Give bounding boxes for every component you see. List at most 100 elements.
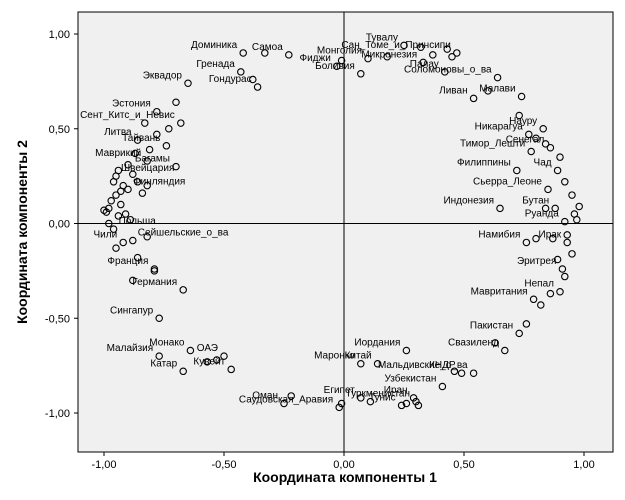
data-point xyxy=(546,143,555,152)
point-label: Кувейт xyxy=(193,356,225,367)
point-label: Соломоновы_о_ва xyxy=(404,65,492,76)
point-label: Индонезия xyxy=(443,195,494,206)
data-point xyxy=(280,399,288,408)
data-point xyxy=(541,204,550,213)
data-point xyxy=(429,51,437,59)
y-axis-title: Координата компоненты 2 xyxy=(14,140,30,324)
data-point xyxy=(484,87,492,95)
data-point xyxy=(450,367,459,376)
x-axis-ticks: -1,00 -0,50 0,00 0,50 1,00 xyxy=(91,452,595,471)
data-point xyxy=(155,352,163,360)
data-point xyxy=(513,166,521,175)
data-point xyxy=(186,346,195,355)
point-label: КНДР xyxy=(429,360,456,371)
data-point xyxy=(419,58,427,67)
point-label: Финляндия xyxy=(133,176,185,187)
point-label: Монако xyxy=(149,337,185,348)
data-point xyxy=(133,136,142,144)
data-point xyxy=(184,79,192,88)
data-point xyxy=(414,401,423,410)
point-label: Непал xyxy=(524,279,554,290)
data-point xyxy=(544,185,552,194)
data-point xyxy=(539,125,547,133)
point-label: Чад xyxy=(534,157,552,168)
point-label: Сенегал xyxy=(506,135,545,146)
data-point xyxy=(441,68,449,76)
point-label: Иран xyxy=(384,385,408,396)
data-point xyxy=(491,339,499,347)
data-point xyxy=(143,181,151,190)
data-point xyxy=(124,185,132,194)
y-axis-ticks: 1,00 0,50 0,00 -0,50 -1,00 xyxy=(45,29,78,420)
data-point xyxy=(563,231,571,239)
point-label: Доминика xyxy=(191,40,238,51)
point-label: Руанда xyxy=(525,209,559,220)
point-label: Египет xyxy=(324,385,356,396)
data-point xyxy=(155,314,163,322)
point-label: Саудовская_Аравия xyxy=(239,394,333,405)
data-point xyxy=(172,162,180,171)
data-point xyxy=(126,215,135,224)
data-point xyxy=(112,172,120,180)
x-tick-label: -1,00 xyxy=(91,459,116,471)
point-label: Эстония xyxy=(112,99,151,110)
data-point xyxy=(203,358,211,366)
point-label: Бутан xyxy=(522,195,549,206)
data-point xyxy=(105,204,113,213)
point-label: Малайзия xyxy=(107,343,154,354)
data-point xyxy=(150,265,159,273)
data-point xyxy=(575,202,583,211)
y-tick-label: -0,50 xyxy=(45,313,70,325)
data-point xyxy=(112,244,120,252)
data-point xyxy=(546,289,555,298)
point-label: Польша xyxy=(119,216,157,227)
point-label: Гренада xyxy=(196,59,235,70)
data-point xyxy=(556,287,564,296)
plot-background xyxy=(77,11,614,453)
data-point xyxy=(162,142,171,150)
data-point xyxy=(383,52,391,61)
point-label: Филиппины xyxy=(457,157,511,168)
point-label: Свазиленд xyxy=(448,337,499,348)
data-point xyxy=(400,41,408,50)
data-point xyxy=(402,346,411,355)
point-label: ОАЭ xyxy=(197,343,218,354)
data-point xyxy=(239,49,247,57)
data-point xyxy=(138,189,147,197)
data-point xyxy=(561,217,569,226)
data-point xyxy=(179,367,187,376)
data-point xyxy=(357,359,365,368)
point-label: Монголия xyxy=(317,46,362,57)
data-point xyxy=(525,130,533,139)
point-label: Иордания xyxy=(354,337,400,348)
data-point xyxy=(357,70,365,78)
point-label: Франция xyxy=(107,256,148,267)
data-point xyxy=(129,236,137,245)
point-label: Малави xyxy=(479,84,515,95)
y-tick-label: 0,00 xyxy=(49,219,70,231)
data-point xyxy=(337,399,346,408)
data-point xyxy=(448,52,456,61)
data-point xyxy=(364,54,372,63)
data-point xyxy=(121,210,130,218)
data-point xyxy=(129,276,137,285)
point-label: Науру xyxy=(509,116,537,127)
point-label: Эритрея xyxy=(517,256,556,267)
x-tick-label: 1,00 xyxy=(573,459,594,471)
data-point xyxy=(553,255,562,264)
x-tick-label: -0,50 xyxy=(211,459,236,471)
point-label: Сан_Томе_и_Принсипи xyxy=(341,40,450,51)
data-point xyxy=(529,295,538,304)
data-point xyxy=(287,392,295,400)
point-label: Палау xyxy=(410,59,439,70)
point-label: Сейшельские_о_ва xyxy=(138,228,229,239)
data-point xyxy=(153,107,161,116)
data-point xyxy=(143,157,151,165)
x-axis-title: Координата компоненты 1 xyxy=(253,469,437,485)
data-point xyxy=(143,233,151,241)
point-label: Фиджи xyxy=(299,53,330,64)
point-label: Микронезия xyxy=(361,49,417,60)
point-label: Тимор_Лешти xyxy=(460,138,525,149)
point-label: Чили xyxy=(94,229,118,240)
point-label: Литва xyxy=(104,127,132,138)
